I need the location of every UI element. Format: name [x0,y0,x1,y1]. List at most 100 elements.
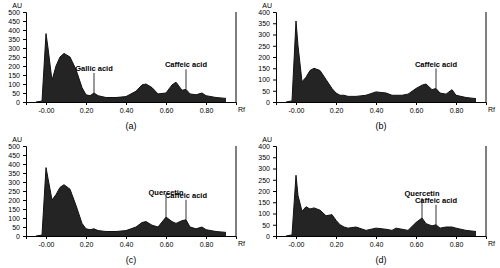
x-tick: 0.80 [450,102,464,114]
y-tick: 250 [258,42,276,49]
y-tick: 100 [258,76,276,83]
y-tick-label: 450 [8,152,20,159]
y-axis-title: AU [12,136,22,143]
x-axis: -0.000.200.400.600.80 [27,236,237,248]
y-tick: 200 [8,63,26,70]
plot-area [286,21,476,102]
x-tick: -0.00 [289,102,305,114]
y-tick-mark [23,182,26,183]
y-tick-label: 450 [8,18,20,25]
x-axis-line [277,237,487,240]
x-axis-title: Rf [488,240,495,247]
x-tick-label: 0.80 [450,107,464,114]
y-tick: 250 [8,188,26,195]
x-tick-mark [126,102,127,105]
y-tick-mark [23,227,26,228]
y-axis-line [23,13,27,103]
annotation-pointer [186,69,187,89]
x-tick: 0.20 [80,102,94,114]
x-tick-label: -0.00 [39,107,55,114]
x-tick: -0.00 [39,102,55,114]
y-tick-mark [23,173,26,174]
x-tick-mark [46,236,47,239]
y-tick-mark [23,84,26,85]
panel-label: (a) [126,121,137,131]
y-tick-mark [273,191,276,192]
y-tick-mark [273,180,276,181]
y-tick-label: 300 [8,45,20,52]
x-tick: 0.20 [330,102,344,114]
y-tick-mark [23,21,26,22]
y-tick-mark [23,209,26,210]
x-tick-mark [166,236,167,239]
x-tick-mark [376,236,377,239]
y-tick: 150 [258,65,276,72]
y-axis-line [23,147,27,237]
y-tick: 50 [12,90,26,97]
y-tick: 350 [8,170,26,177]
y-tick: 150 [8,72,26,79]
panel-label: (d) [376,255,387,265]
plot-area [36,168,226,236]
y-tick-label: 400 [8,27,20,34]
y-tick-label: 50 [262,87,270,94]
y-tick-mark [23,102,26,103]
x-tick-mark [166,102,167,105]
y-axis-title: AU [262,136,272,143]
y-tick: 100 [258,210,276,217]
y-tick-mark [23,146,26,147]
x-axis-title: Rf [488,106,495,113]
y-tick: 300 [258,165,276,172]
peak-area [286,175,476,236]
y-tick: 500 [8,143,26,150]
annotation-label: Caffeic acid [165,60,208,69]
x-axis-title: Rf [238,240,245,247]
y-tick-label: 150 [258,199,270,206]
y-tick: 300 [8,179,26,186]
x-tick-mark [416,102,417,105]
y-tick-label: 200 [8,63,20,70]
y-tick-mark [273,146,276,147]
y-tick-label: 0 [266,233,270,240]
y-tick: 200 [258,54,276,61]
y-tick: 50 [12,224,26,231]
panel: 050100150200250300350400-0.000.200.400.6… [258,136,495,265]
y-axis-line [273,13,277,103]
y-tick-mark [273,236,276,237]
y-tick-label: 500 [8,9,20,16]
annotation-pointer [186,200,187,220]
y-tick: 400 [8,161,26,168]
y-tick: 400 [258,9,276,16]
y-tick: 250 [258,176,276,183]
x-tick-mark [336,102,337,105]
panel-label: (c) [126,255,137,265]
y-tick: 200 [258,188,276,195]
annotation-label: Gallic acid [75,64,113,73]
x-tick-label: 0.20 [80,241,94,248]
x-tick-label: 0.80 [200,107,214,114]
x-tick-label: 0.60 [160,107,174,114]
y-tick: 0 [266,233,276,240]
chromatogram-line [286,21,476,102]
x-axis: -0.000.200.400.600.80 [27,102,237,114]
y-tick-label: 350 [8,170,20,177]
x-tick-mark [456,102,457,105]
panel: 050100150200250300350400450500-0.000.200… [8,136,245,265]
x-tick-mark [126,236,127,239]
y-tick-label: 350 [8,36,20,43]
y-tick-label: 400 [8,161,20,168]
x-tick-label: 0.60 [410,107,424,114]
y-tick-mark [23,191,26,192]
y-tick: 50 [262,87,276,94]
plot-area [286,175,476,236]
y-axis-line [273,147,277,237]
y-tick-mark [273,35,276,36]
annotation-pointer [166,197,167,217]
x-tick: 0.60 [160,236,174,248]
chromatogram-line [36,168,226,236]
y-tick-mark [23,236,26,237]
y-tick-label: 300 [8,179,20,186]
x-tick: 0.60 [410,236,424,248]
y-tick: 300 [8,45,26,52]
peak-area [286,21,476,102]
